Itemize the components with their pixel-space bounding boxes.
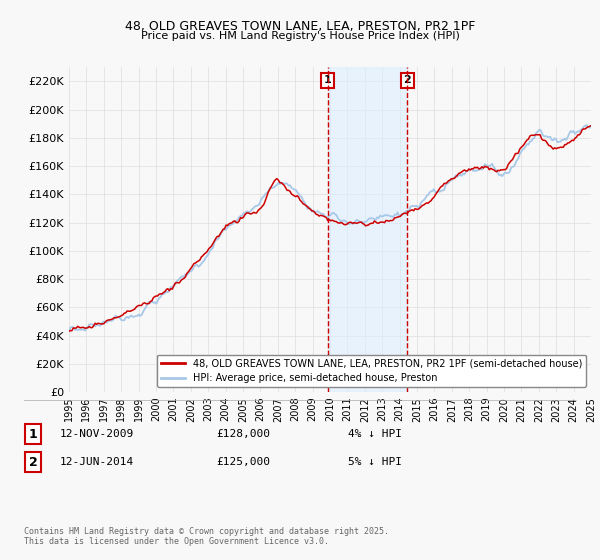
Text: 2: 2 [29,455,37,469]
Legend: 48, OLD GREAVES TOWN LANE, LEA, PRESTON, PR2 1PF (semi-detached house), HPI: Ave: 48, OLD GREAVES TOWN LANE, LEA, PRESTON,… [157,354,586,387]
Text: Price paid vs. HM Land Registry's House Price Index (HPI): Price paid vs. HM Land Registry's House … [140,31,460,41]
Text: 12-NOV-2009: 12-NOV-2009 [60,429,134,439]
Text: 2: 2 [404,76,412,85]
Text: £125,000: £125,000 [216,457,270,467]
Bar [328,67,407,392]
Text: 4% ↓ HPI: 4% ↓ HPI [348,429,402,439]
Text: 5% ↓ HPI: 5% ↓ HPI [348,457,402,467]
Text: 1: 1 [29,427,37,441]
Text: Contains HM Land Registry data © Crown copyright and database right 2025.
This d: Contains HM Land Registry data © Crown c… [24,526,389,546]
Text: £128,000: £128,000 [216,429,270,439]
Text: 1: 1 [324,76,332,85]
Text: 12-JUN-2014: 12-JUN-2014 [60,457,134,467]
Text: 48, OLD GREAVES TOWN LANE, LEA, PRESTON, PR2 1PF: 48, OLD GREAVES TOWN LANE, LEA, PRESTON,… [125,20,475,32]
